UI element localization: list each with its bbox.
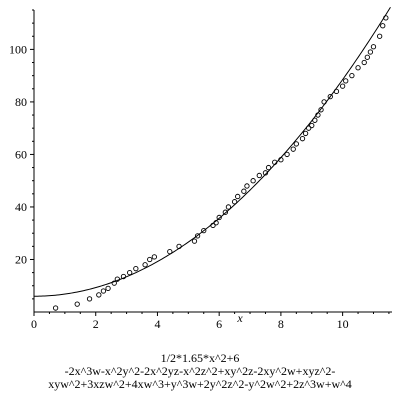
data-point bbox=[222, 209, 228, 215]
data-point bbox=[272, 159, 278, 165]
data-point bbox=[127, 269, 133, 276]
data-points bbox=[52, 15, 389, 311]
data-point bbox=[105, 285, 111, 292]
data-point bbox=[216, 214, 222, 221]
data-point bbox=[318, 107, 324, 113]
data-point bbox=[86, 296, 93, 302]
data-point bbox=[339, 83, 346, 89]
data-point bbox=[210, 222, 216, 228]
data-point bbox=[74, 301, 80, 307]
x-tick-label: 0 bbox=[31, 317, 37, 331]
data-point bbox=[133, 266, 139, 272]
data-point bbox=[315, 112, 321, 118]
data-point bbox=[235, 193, 241, 200]
caption-polynomial-line2: xyw^2+3xzw^2+4xw^3+y^3w+2y^2z^2-y^2w^2+2… bbox=[48, 377, 352, 391]
data-point bbox=[194, 233, 201, 239]
x-tick-label: 10 bbox=[337, 317, 349, 331]
y-tick-label: 60 bbox=[15, 147, 27, 161]
data-point bbox=[96, 292, 102, 298]
data-point bbox=[147, 256, 153, 263]
data-point bbox=[52, 305, 59, 311]
data-point bbox=[256, 172, 262, 179]
data-point bbox=[111, 280, 117, 286]
data-point bbox=[201, 227, 207, 234]
data-point bbox=[361, 59, 367, 66]
data-point bbox=[383, 15, 389, 21]
x-tick-label: 6 bbox=[216, 317, 222, 331]
data-point bbox=[321, 99, 327, 105]
data-point bbox=[380, 23, 386, 29]
data-point bbox=[370, 44, 377, 50]
fit-curve bbox=[34, 6, 391, 297]
data-point bbox=[151, 254, 158, 260]
data-point bbox=[250, 178, 256, 184]
data-point bbox=[299, 136, 306, 142]
data-point bbox=[349, 73, 355, 79]
data-point bbox=[244, 183, 250, 189]
data-point bbox=[176, 243, 182, 250]
y-tick-label: 80 bbox=[15, 95, 27, 109]
data-point bbox=[262, 170, 269, 176]
data-point bbox=[367, 49, 374, 55]
x-tick-label: 2 bbox=[93, 317, 99, 331]
y-tick-label: 20 bbox=[15, 252, 27, 266]
x-tick-label: 8 bbox=[278, 317, 284, 331]
data-point bbox=[306, 125, 312, 131]
data-point bbox=[364, 54, 370, 60]
data-point bbox=[142, 262, 148, 268]
data-point bbox=[343, 78, 349, 84]
data-point bbox=[377, 33, 383, 39]
data-point bbox=[302, 130, 309, 137]
data-point bbox=[327, 94, 333, 100]
data-point bbox=[225, 204, 232, 210]
data-point bbox=[355, 65, 361, 71]
data-point bbox=[213, 220, 219, 226]
scatter-plot: 0 2 4 6 8 10 20 40 60 80 100 x bbox=[9, 6, 392, 331]
caption-polynomial-line1: -2x^3w-x^2y^2-2x^2yz-x^2z^2+xy^2z-2xy^2w… bbox=[64, 364, 336, 378]
x-tick-label: 4 bbox=[154, 317, 160, 331]
data-point bbox=[114, 276, 120, 282]
data-point bbox=[290, 146, 296, 152]
data-point bbox=[241, 188, 247, 194]
x-axis-label: x bbox=[236, 311, 243, 325]
data-point bbox=[284, 151, 290, 158]
data-point bbox=[100, 288, 107, 294]
axes bbox=[33, 10, 392, 313]
data-point bbox=[333, 88, 340, 95]
caption-formula: 1/2*1.65*x^2+6 bbox=[160, 351, 240, 365]
x-ticks: 0 2 4 6 8 10 bbox=[31, 312, 390, 331]
data-point bbox=[293, 141, 299, 147]
data-point bbox=[120, 273, 127, 280]
data-point bbox=[191, 238, 198, 244]
data-point bbox=[231, 199, 238, 205]
y-ticks: 20 40 60 80 100 bbox=[9, 9, 34, 300]
data-point bbox=[167, 248, 173, 255]
data-point bbox=[265, 164, 272, 171]
y-tick-label: 100 bbox=[9, 42, 27, 56]
data-point bbox=[312, 117, 318, 123]
y-tick-label: 40 bbox=[15, 200, 27, 214]
data-point bbox=[309, 122, 315, 129]
data-point bbox=[278, 157, 284, 163]
